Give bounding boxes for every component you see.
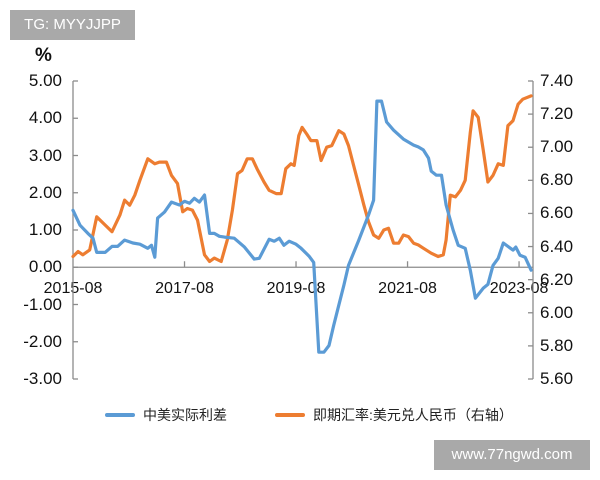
watermark-bottom: www.77ngwd.com xyxy=(434,440,590,470)
left-axis-tick-label: -1.00 xyxy=(23,294,62,314)
right-axis-tick-label: 6.00 xyxy=(540,302,574,322)
left-axis-tick-label: -2.00 xyxy=(23,331,62,351)
left-axis-tick-label: 3.00 xyxy=(28,145,62,165)
x-axis-tick-label: 2021-08 xyxy=(378,280,437,298)
right-axis-tick-label: 7.40 xyxy=(540,71,574,90)
chart-series xyxy=(71,94,533,354)
legend-label: 即期汇率:美元兑人民币（右轴） xyxy=(313,407,513,423)
left-axis-tick-label: 1.00 xyxy=(28,220,62,239)
right-axis-tick-label: 6.20 xyxy=(540,269,574,289)
left-axis-tick-label: 4.00 xyxy=(28,108,62,128)
legend-label: 中美实际利差 xyxy=(143,407,227,423)
series-line-usdcny xyxy=(71,94,533,264)
left-axis-tick-label: 5.00 xyxy=(28,71,62,90)
legend-swatch-orange xyxy=(275,413,305,417)
legend-swatch-blue xyxy=(105,413,135,417)
left-axis-unit: % xyxy=(35,45,52,66)
x-axis-tick-label: 2019-08 xyxy=(266,280,326,298)
right-axis-tick-label: 6.40 xyxy=(540,236,574,256)
left-axis-tick-label: -3.00 xyxy=(23,369,62,388)
right-axis-tick-label: 6.60 xyxy=(540,203,574,223)
series-line-rate-spread xyxy=(71,99,533,354)
watermark-top: TG: MYYJJPP xyxy=(10,10,135,40)
x-axis-tick-label: 2017-08 xyxy=(155,280,214,298)
right-axis-tick-label: 5.60 xyxy=(540,369,574,388)
right-axis-tick-label: 6.80 xyxy=(540,170,574,190)
x-axis-tick-label: 2023-08 xyxy=(489,280,549,298)
chart-axes xyxy=(72,80,534,380)
right-axis-tick-label: 5.80 xyxy=(540,335,574,355)
left-axis-tick-label: 2.00 xyxy=(28,182,62,202)
chart-legend: 中美实际利差 即期汇率:美元兑人民币（右轴） xyxy=(105,405,561,425)
legend-item-spread: 中美实际利差 xyxy=(105,405,227,425)
legend-item-fx: 即期汇率:美元兑人民币（右轴） xyxy=(275,405,513,425)
right-axis-tick-label: 7.20 xyxy=(540,104,574,124)
left-axis-tick-label: 0.00 xyxy=(28,257,62,277)
right-axis-tick-label: 7.00 xyxy=(540,137,574,157)
